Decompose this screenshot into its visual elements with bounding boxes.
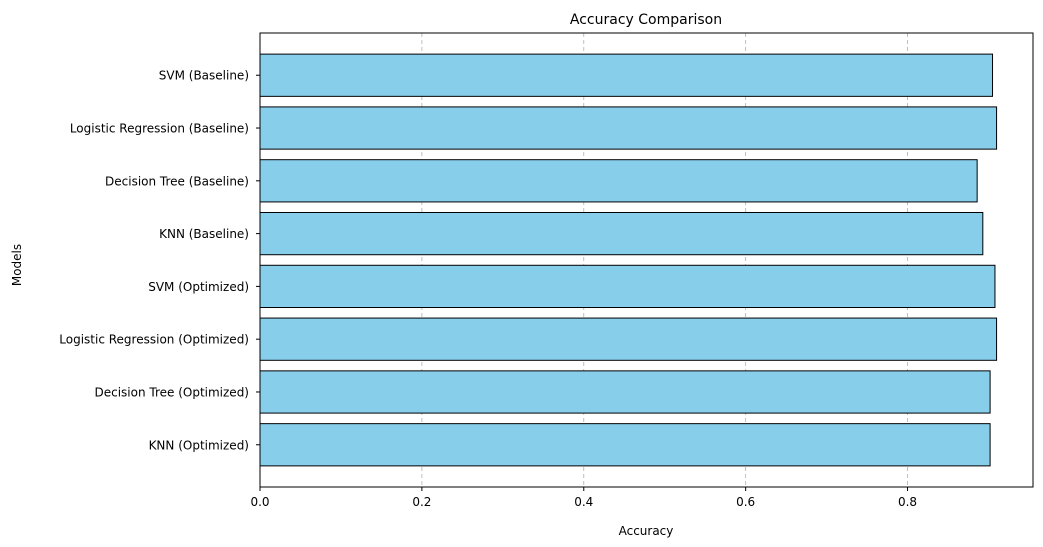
y-tick-label: KNN (Optimized) [149,438,249,452]
y-tick-label: SVM (Baseline) [159,69,249,83]
x-axis-label: Accuracy [619,524,674,538]
y-axis-label: Models [10,244,24,286]
y-tick-label: Logistic Regression (Baseline) [70,122,249,136]
bar [259,159,978,203]
bar [259,423,991,467]
y-tick-label: SVM (Optimized) [148,280,249,294]
x-tick-label: 0.4 [574,495,593,509]
bar [259,53,994,97]
y-tick-label: Decision Tree (Optimized) [94,385,249,399]
bar [259,370,991,414]
x-axis-ticks: 0.0 0.2 0.4 0.6 0.8 [250,487,917,509]
bar [259,317,998,361]
bar [259,211,984,256]
x-tick-label: 0.6 [736,495,755,509]
bar-series [259,53,998,467]
bar [259,264,996,309]
bar [259,106,998,150]
y-axis-ticks: SVM (Baseline) Logistic Regression (Basel… [59,69,260,452]
x-tick-label: 0.8 [898,495,917,509]
x-tick-label: 0.2 [412,495,431,509]
y-tick-label: Logistic Regression (Optimized) [59,333,249,347]
y-tick-label: Decision Tree (Baseline) [105,174,249,188]
chart-title: Accuracy Comparison [570,12,722,28]
x-tick-label: 0.0 [250,495,269,509]
plot-frame [259,32,1034,488]
y-tick-label: KNN (Baseline) [159,227,249,241]
